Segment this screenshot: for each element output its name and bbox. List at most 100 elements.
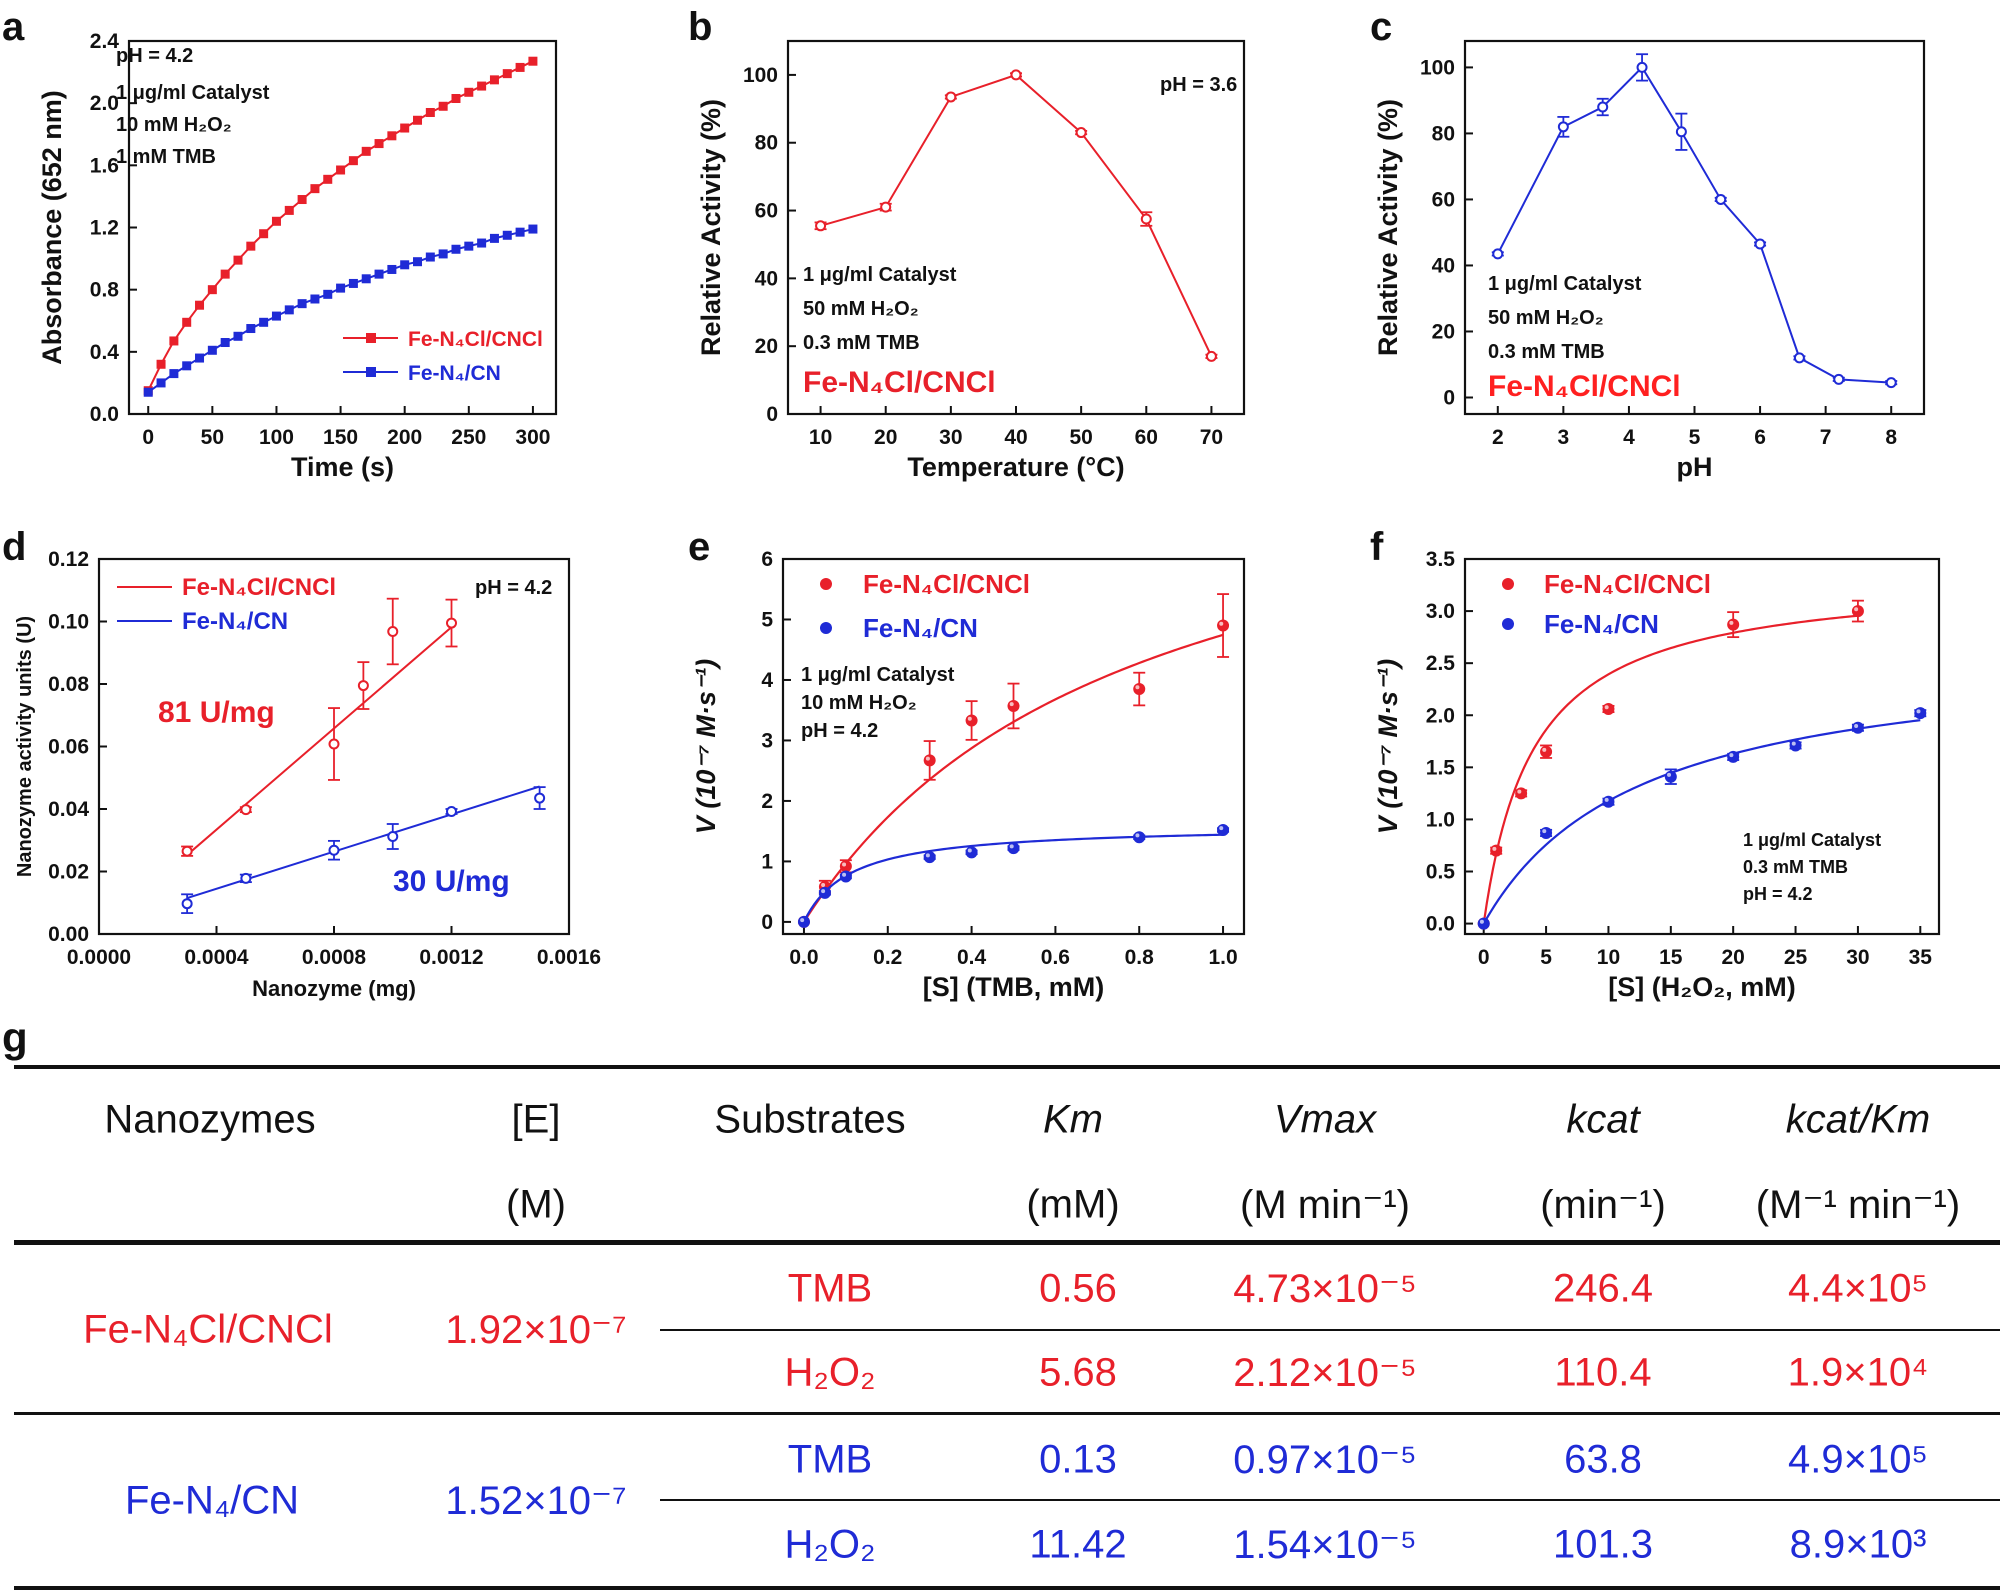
y-tick-label: 40 [1432, 254, 1455, 277]
y-tick-label: 0.02 [48, 861, 89, 884]
data-point [1492, 248, 1504, 260]
y-tick-label: 2.0 [90, 92, 119, 115]
data-point-highlight [1219, 621, 1224, 626]
data-point [156, 378, 166, 388]
data-point-highlight [1729, 753, 1734, 758]
nanozyme-name: Fe-N₄/CN [124, 1478, 300, 1523]
data-point [348, 278, 358, 288]
legend-marker [1502, 618, 1514, 630]
x-tick-label: 30 [939, 426, 962, 449]
legend-marker [820, 622, 832, 634]
data-point [489, 233, 499, 243]
data-point-highlight [1009, 702, 1014, 707]
data-point [240, 804, 252, 816]
x-tick-label: 20 [874, 426, 897, 449]
y-tick-label: 4 [761, 669, 773, 692]
data-point [1885, 377, 1897, 389]
condition-note: 50 mM H₂O₂ [1488, 307, 1604, 329]
condition-note: 0.3 mM TMB [1488, 341, 1605, 363]
kcat-km-value: 8.9×10³ [1789, 1522, 1927, 1567]
y-axis-label: Absorbance (652 nm) [37, 90, 67, 365]
data-point [1557, 121, 1569, 133]
condition-note: 10 mM H₂O₂ [116, 114, 232, 136]
condition-note: 1 μg/ml Catalyst [1743, 830, 1881, 850]
x-tick-label: 10 [1597, 946, 1620, 969]
data-point [1007, 699, 1020, 712]
x-tick-label: 0.4 [957, 946, 987, 969]
data-point [1010, 69, 1022, 81]
y-axis-label: Relative Activity (%) [1373, 99, 1403, 356]
data-point-highlight [1009, 844, 1014, 849]
substrate: H₂O₂ [784, 1522, 876, 1567]
x-tick-label: 0.0008 [302, 946, 367, 969]
condition-note: 1 μg/ml Catalyst [1488, 273, 1642, 295]
condition-note: pH = 4.2 [801, 720, 878, 742]
x-tick-label: 4 [1623, 426, 1635, 449]
x-tick-label: 15 [1659, 946, 1683, 969]
data-point [233, 255, 243, 265]
data-point [195, 353, 205, 363]
vmax-value: 1.54×10⁻⁵ [1233, 1523, 1417, 1567]
data-point [297, 195, 307, 205]
vmax-value: 2.12×10⁻⁵ [1233, 1351, 1417, 1395]
x-tick-label: 8 [1885, 426, 1897, 449]
kcat-value: 63.8 [1564, 1437, 1642, 1482]
data-point [1851, 605, 1864, 618]
data-point-highlight [821, 883, 826, 888]
legend-marker [1502, 578, 1514, 590]
y-axis-label: V (10⁻⁷ M·s⁻¹) [691, 659, 721, 834]
data-point-highlight [1854, 723, 1859, 728]
data-point [387, 131, 397, 141]
sample-label: Fe-N₄Cl/CNCl [1488, 370, 1681, 403]
x-tick-label: 70 [1200, 426, 1223, 449]
michaelis-menten-fit [1482, 614, 1859, 924]
y-tick-label: 3 [761, 729, 773, 752]
substrate: TMB [787, 1266, 873, 1311]
data-point [534, 792, 546, 804]
km-value: 0.56 [1039, 1266, 1117, 1311]
kcat-value: 101.3 [1552, 1522, 1654, 1567]
table-top-rule [14, 1065, 2000, 1069]
x-tick-label: 250 [451, 426, 486, 449]
data-point [182, 361, 192, 371]
legend-label: Fe-N₄/CN [408, 362, 501, 385]
condition-note: 1 μg/ml Catalyst [801, 664, 955, 686]
plot-frame [781, 557, 1246, 936]
data-point [195, 300, 205, 310]
data-point [446, 806, 457, 817]
x-tick-label: 0.0016 [537, 946, 601, 969]
data-point [839, 870, 852, 883]
data-point-highlight [1135, 685, 1140, 690]
x-tick-label: 50 [1069, 426, 1092, 449]
kcat-km-value: 4.9×10⁵ [1787, 1437, 1929, 1482]
data-point [156, 359, 166, 369]
x-tick-label: 0.6 [1041, 946, 1070, 969]
x-tick-label: 25 [1784, 946, 1808, 969]
data-point [357, 680, 369, 692]
data-point [169, 336, 179, 346]
figure-charts: 0 50 100 150 200 250 3000.00.40.81.21.62.02.4T… [2, 5, 1941, 1002]
condition-note: 1 μg/ml Catalyst [116, 82, 270, 104]
data-point [387, 626, 399, 637]
michaelis-menten-fit [1482, 719, 1921, 925]
x-tick-label: 3 [1558, 426, 1570, 449]
legend-label: Fe-N₄Cl/CNCl [408, 328, 543, 351]
data-point [297, 299, 307, 309]
data-point [1075, 127, 1087, 139]
legend-label: Fe-N₄Cl/CNCl [182, 574, 336, 601]
km-value: 11.42 [1029, 1522, 1127, 1567]
data-point [1515, 787, 1528, 800]
y-tick-label: 0 [1443, 386, 1455, 409]
data-point [361, 274, 371, 284]
data-point [464, 241, 474, 251]
x-tick-label: 40 [1004, 426, 1027, 449]
data-point [1664, 770, 1677, 783]
data-point [143, 387, 153, 397]
data-point-highlight [1479, 919, 1484, 924]
data-point-highlight [925, 853, 930, 858]
plot-frame [786, 39, 1246, 416]
data-point [374, 269, 384, 279]
x-tick-label: 0.2 [873, 946, 902, 969]
data-point [451, 244, 461, 254]
data-point [259, 317, 269, 327]
